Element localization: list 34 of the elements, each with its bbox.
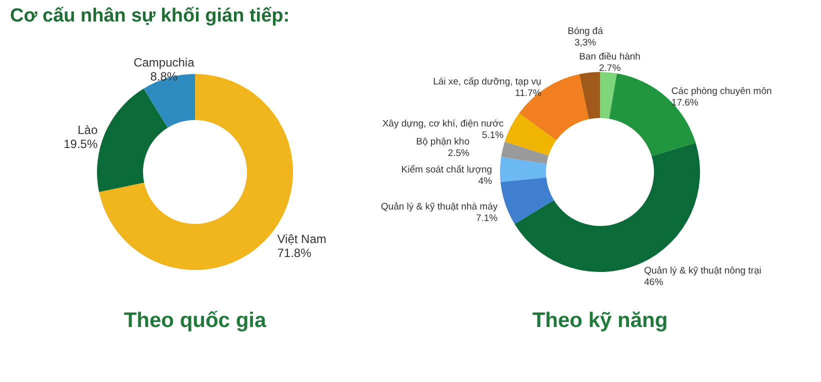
donut-slice — [97, 88, 168, 192]
data-label: 2.5% — [448, 148, 470, 160]
donut-slice — [500, 156, 547, 182]
slice-label: Lái xe, cấp dưỡng, tạp vụ — [433, 76, 542, 88]
data-label: 5.1% — [482, 130, 504, 141]
slice-label: Kiểm soát chất lượng — [401, 164, 492, 176]
donut-slice — [144, 74, 195, 128]
slice-label: Lào — [78, 123, 98, 138]
data-label: 3,3% — [574, 37, 597, 48]
donut-slice — [504, 113, 556, 156]
data-label: 71.8% — [277, 246, 312, 260]
slice-label: Các phòng chuyên môn — [671, 86, 772, 97]
text: Cơ cấu nhân sự khối gián tiếp: — [10, 6, 290, 27]
slice-label: Bóng đá — [568, 26, 604, 37]
slice-label: Quản lý & kỹ thuật nhà máy — [380, 201, 498, 212]
donut-slice — [600, 72, 617, 119]
slice-label: Bộ phận kho — [416, 136, 470, 148]
slice-label: Ban điều hành — [579, 51, 640, 62]
slice-label: Việt Nam — [277, 232, 326, 246]
data-label: 46% — [644, 277, 664, 288]
data-label: 7.1% — [476, 212, 498, 224]
data-label: 19.5% — [64, 137, 98, 152]
text: Theo quốc gia — [124, 309, 266, 332]
slice-label: Xây dựng, cơ khí, điện nước — [382, 118, 504, 130]
donut-slice — [579, 72, 600, 120]
data-label: 8.8% — [150, 69, 178, 84]
donut-slice — [501, 142, 549, 164]
donut-slice — [500, 177, 554, 224]
slice-label: Campuchia — [134, 55, 195, 70]
text: Theo kỹ năng — [532, 309, 668, 332]
data-label: 17.6% — [671, 97, 699, 108]
slice-label: Quản lý & kỹ thuật nông trại — [644, 266, 762, 277]
data-label: 4% — [478, 176, 493, 187]
data-label: 2.7% — [599, 62, 622, 74]
